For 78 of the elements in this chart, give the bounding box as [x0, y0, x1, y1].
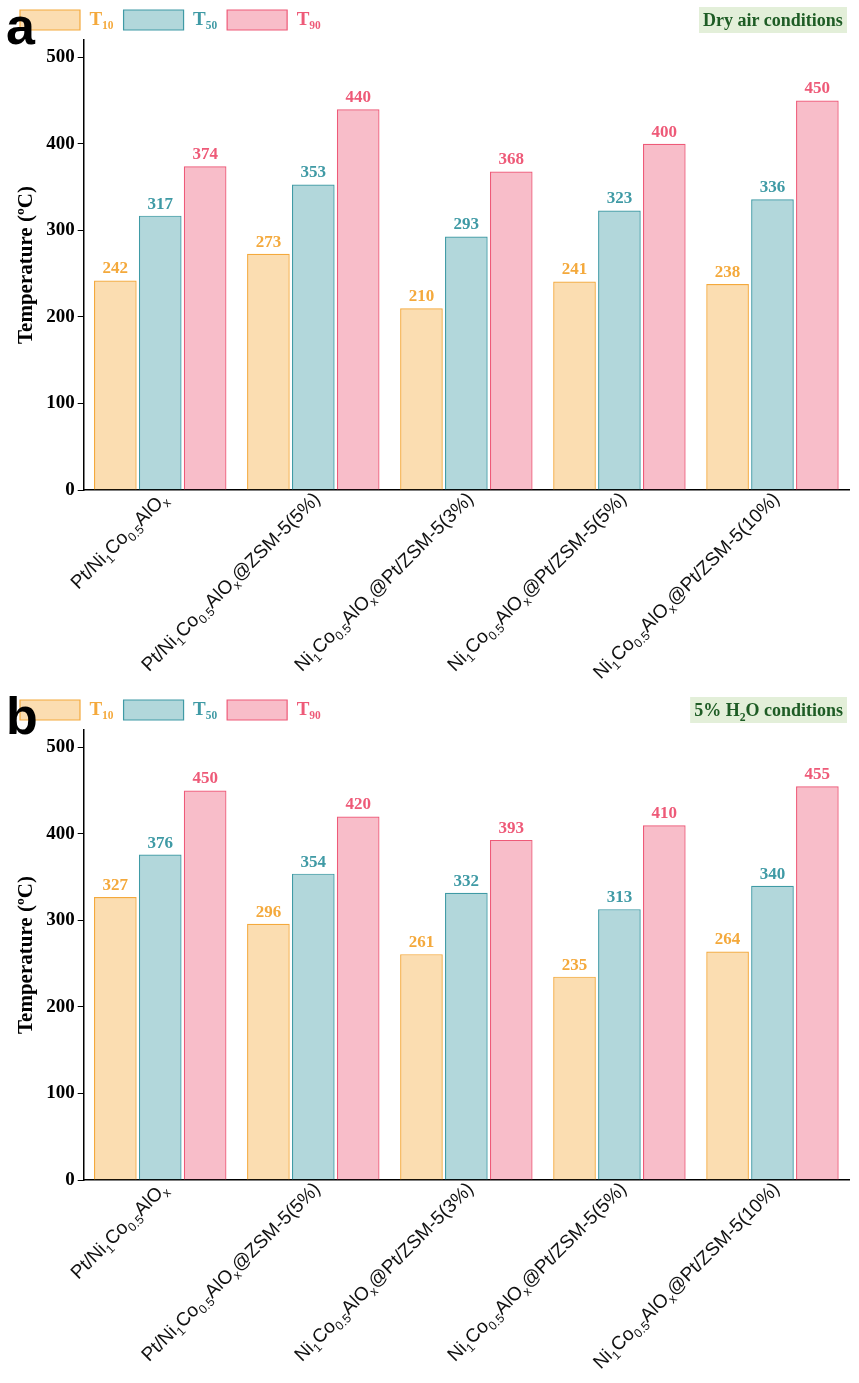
y-tick-label: 0: [65, 1167, 75, 1189]
bar: [554, 282, 595, 490]
data-label: 440: [345, 87, 371, 107]
bar: [336, 816, 380, 1180]
y-tick-label: 200: [46, 304, 75, 326]
data-label: 450: [804, 78, 831, 98]
y-tick-label: 300: [46, 218, 75, 240]
data-label: 293: [453, 214, 480, 234]
y-tick-label: 300: [46, 908, 75, 930]
bar: [445, 892, 488, 1180]
y-axis-title: Temperature (ºC): [13, 876, 38, 1034]
data-label: 420: [345, 794, 371, 814]
data-label: 332: [453, 870, 480, 890]
legend-label: T₁₀: [89, 7, 114, 29]
legend-label: T₉₀: [296, 697, 321, 719]
bar: [401, 309, 442, 490]
bar: [336, 109, 380, 490]
bar: [642, 825, 686, 1180]
data-label: 340: [759, 863, 786, 883]
y-tick-label: 500: [46, 45, 75, 67]
bar: [489, 839, 533, 1180]
y-tick-label: 0: [65, 477, 75, 499]
data-label: 317: [147, 193, 174, 213]
y-tick-label: 400: [46, 131, 75, 153]
bar: [599, 910, 640, 1180]
bar: [796, 786, 839, 1180]
y-tick-label: 100: [46, 391, 75, 413]
y-axis-title: Temperature (ºC): [13, 186, 38, 344]
data-label: 376: [147, 832, 173, 852]
bar: [138, 215, 182, 490]
data-label: 323: [606, 188, 633, 208]
bar: [94, 280, 137, 490]
legend-label: T₅₀: [193, 7, 218, 29]
data-label: 264: [714, 929, 741, 949]
bar: [138, 854, 182, 1180]
legend-label: T₅₀: [193, 697, 218, 719]
data-label: 410: [651, 803, 678, 823]
data-label: 238: [714, 261, 741, 281]
bar: [796, 100, 839, 490]
text: a: [6, 0, 36, 55]
bar: [707, 285, 748, 490]
data-label: 374: [192, 144, 219, 164]
data-label: 353: [300, 162, 327, 182]
bar: [752, 886, 793, 1180]
bar: [599, 211, 640, 490]
bar: [445, 236, 488, 490]
y-tick-label: 200: [46, 994, 75, 1016]
bar: [489, 171, 533, 490]
data-label: 242: [102, 258, 129, 278]
bar: [642, 143, 686, 490]
data-label: 400: [651, 121, 678, 141]
data-label: 336: [759, 177, 786, 197]
bar: [183, 166, 227, 490]
data-label: 273: [255, 231, 282, 251]
text: Dry air conditions: [703, 10, 843, 30]
data-label: 235: [561, 954, 588, 974]
data-label: 368: [498, 149, 524, 169]
legend-label: T₁₀: [89, 697, 114, 719]
y-tick-label: 400: [46, 821, 75, 843]
data-label: 354: [300, 851, 327, 871]
bar: [94, 897, 137, 1180]
data-label: 296: [255, 901, 282, 921]
data-label: 450: [192, 768, 218, 788]
y-tick-label: 100: [46, 1081, 75, 1103]
bar: [401, 955, 442, 1180]
bar: [183, 790, 227, 1180]
bar: [752, 200, 793, 490]
data-label: 455: [804, 764, 831, 784]
y-tick-label: 500: [46, 735, 75, 757]
bar: [554, 977, 595, 1180]
data-label: 210: [408, 286, 435, 306]
data-label: 313: [606, 887, 633, 907]
data-label: 241: [561, 259, 588, 279]
data-label: 393: [498, 817, 524, 837]
data-label: 261: [408, 932, 435, 952]
data-label: 327: [102, 874, 129, 894]
legend-label: T₉₀: [296, 7, 321, 29]
text: b: [6, 687, 38, 745]
